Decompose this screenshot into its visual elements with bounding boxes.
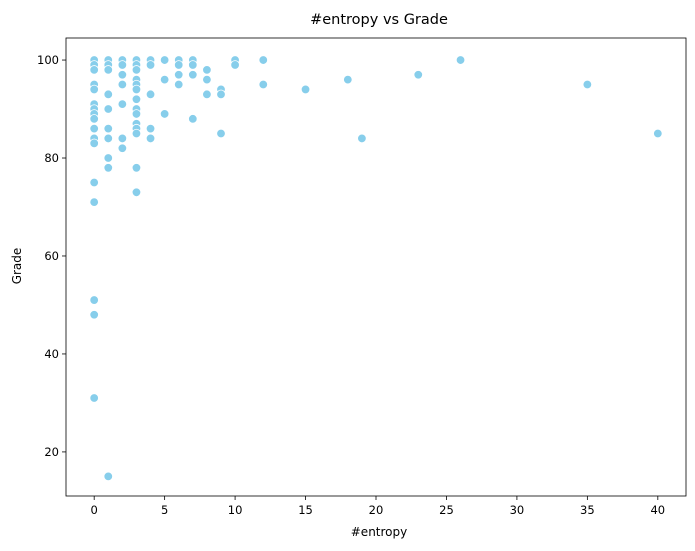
scatter-point bbox=[174, 70, 184, 80]
x-axis: 0 5 10 15 20 25 30 35 40 bbox=[91, 496, 665, 517]
x-tick-label: 15 bbox=[298, 503, 313, 517]
scatter-point bbox=[159, 55, 170, 65]
scatter-point bbox=[174, 60, 184, 70]
scatter-point bbox=[131, 94, 142, 104]
scatter-point bbox=[117, 143, 128, 153]
scatter-point bbox=[89, 84, 99, 95]
scatter-point bbox=[188, 60, 198, 70]
scatter-point bbox=[89, 123, 99, 134]
scatter-point bbox=[89, 310, 99, 320]
scatter-point bbox=[103, 163, 113, 173]
scatter-point bbox=[89, 65, 99, 75]
x-tick-label: 25 bbox=[439, 503, 454, 517]
scatter-point bbox=[117, 79, 128, 90]
x-tick-label: 5 bbox=[161, 503, 168, 517]
scatter-point bbox=[103, 89, 113, 100]
scatter-point bbox=[300, 84, 311, 95]
scatter-point bbox=[103, 133, 113, 144]
scatter-point bbox=[188, 70, 198, 80]
scatter-point bbox=[159, 74, 170, 85]
scatter-point bbox=[89, 197, 99, 207]
scatter-point bbox=[145, 123, 156, 134]
y-tick-label: 40 bbox=[44, 347, 59, 361]
scatter-point bbox=[653, 128, 663, 139]
plot-frame bbox=[65, 37, 687, 497]
scatter-point bbox=[258, 79, 268, 90]
y-tick-label: 100 bbox=[37, 53, 59, 67]
scatter-point bbox=[258, 55, 268, 65]
scatter-point bbox=[357, 133, 367, 144]
scatter-point bbox=[159, 109, 170, 119]
scatter-point bbox=[131, 65, 142, 75]
scatter-point bbox=[216, 89, 226, 100]
x-axis-label: #entropy bbox=[351, 525, 407, 539]
scatter-point bbox=[230, 60, 240, 70]
x-tick-label: 0 bbox=[91, 503, 98, 517]
scatter-point bbox=[117, 70, 128, 80]
scatter-point bbox=[455, 55, 466, 65]
scatter-point bbox=[174, 79, 184, 90]
scatter-point bbox=[117, 133, 128, 144]
x-tick-label: 20 bbox=[369, 503, 384, 517]
x-tick-label: 30 bbox=[510, 503, 525, 517]
scatter-point bbox=[202, 74, 212, 85]
data-points bbox=[89, 55, 663, 482]
y-tick-label: 20 bbox=[44, 445, 59, 459]
scatter-point bbox=[103, 153, 113, 163]
scatter-point bbox=[89, 177, 99, 188]
scatter-point bbox=[89, 114, 99, 124]
scatter-point bbox=[89, 138, 99, 149]
scatter-point bbox=[131, 163, 142, 173]
scatter-point bbox=[103, 123, 113, 134]
scatter-point bbox=[131, 187, 142, 197]
x-tick-label: 40 bbox=[650, 503, 665, 517]
scatter-point bbox=[103, 471, 113, 482]
y-tick-label: 60 bbox=[44, 249, 59, 263]
scatter-point bbox=[343, 74, 353, 85]
scatter-point bbox=[188, 114, 198, 124]
x-tick-label: 35 bbox=[580, 503, 595, 517]
scatter-point bbox=[202, 65, 212, 75]
scatter-point bbox=[145, 60, 156, 70]
x-tick-label: 10 bbox=[228, 503, 243, 517]
scatter-point bbox=[131, 128, 142, 139]
y-axis: 20 40 60 80 100 bbox=[37, 53, 66, 459]
scatter-point bbox=[89, 393, 99, 403]
y-tick-label: 80 bbox=[44, 151, 59, 165]
scatter-point bbox=[145, 89, 156, 100]
scatter-point bbox=[89, 295, 99, 305]
scatter-point bbox=[413, 70, 423, 80]
scatter-point bbox=[103, 104, 113, 114]
scatter-point bbox=[216, 128, 226, 139]
scatter-point bbox=[131, 109, 142, 119]
scatter-point bbox=[582, 79, 593, 90]
y-axis-label: Grade bbox=[10, 248, 24, 285]
chart-title: #entropy vs Grade bbox=[310, 12, 448, 28]
scatter-point bbox=[131, 84, 142, 95]
scatter-point bbox=[103, 65, 113, 75]
scatter-point bbox=[117, 99, 128, 109]
scatter-point bbox=[145, 133, 156, 144]
scatter-point bbox=[202, 89, 212, 100]
scatter-point bbox=[117, 60, 128, 70]
